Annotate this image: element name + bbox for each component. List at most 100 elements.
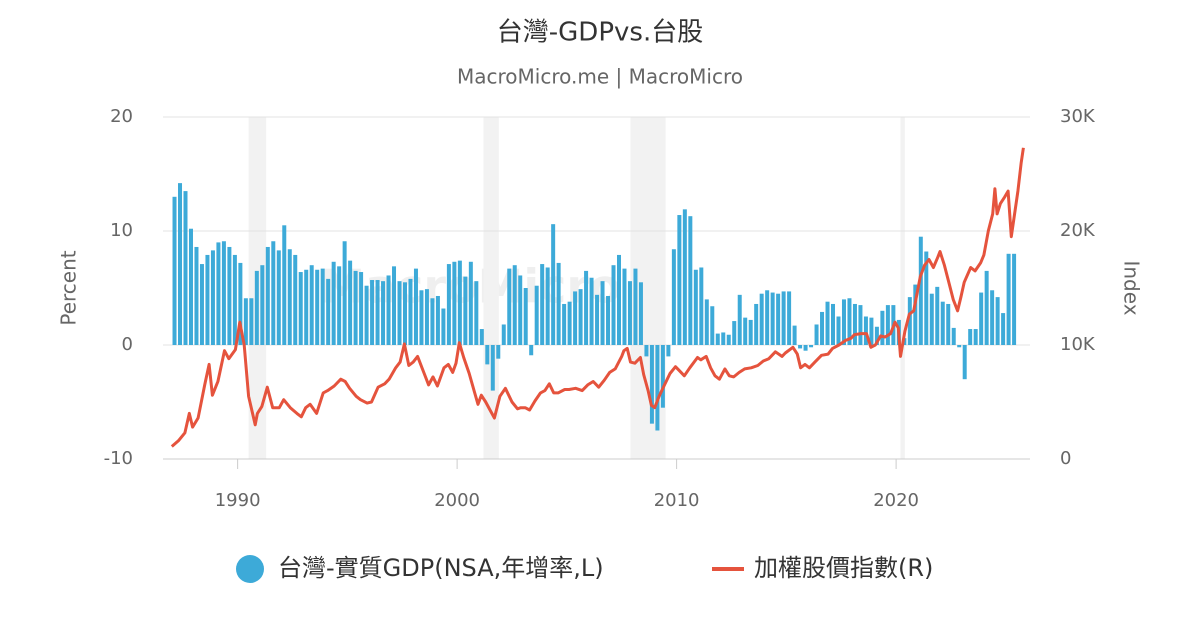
bar <box>232 254 237 345</box>
bar <box>611 265 616 345</box>
bar <box>743 317 748 345</box>
y2-tick-label: 30K <box>1060 106 1096 127</box>
chart-subtitle: MacroMicro.me | MacroMicro <box>457 65 743 89</box>
bar <box>178 183 183 345</box>
bar <box>474 281 479 345</box>
x-tick-label: 1990 <box>215 490 261 511</box>
bar <box>940 301 945 345</box>
bar <box>183 191 188 345</box>
bar <box>748 319 753 345</box>
bar <box>518 275 523 345</box>
bar <box>370 280 375 345</box>
bar <box>293 254 298 345</box>
shaded-band <box>483 117 499 459</box>
bar <box>210 250 215 345</box>
bar <box>386 275 391 345</box>
bar <box>287 249 292 345</box>
bar <box>704 299 709 345</box>
bar <box>644 345 649 357</box>
bar <box>578 289 583 345</box>
bar <box>205 254 210 345</box>
bar <box>732 321 737 345</box>
bar <box>490 345 495 391</box>
y-tick-label: 10 <box>110 220 133 241</box>
bar <box>589 277 594 345</box>
bar <box>501 324 506 345</box>
bar <box>441 308 446 345</box>
legend-label: 加權股價指數(R) <box>754 554 933 582</box>
bar <box>331 261 336 345</box>
bar <box>907 297 912 345</box>
chart-title: 台灣-GDPvs.台股 <box>497 18 703 48</box>
bar <box>809 345 814 348</box>
bar <box>265 246 270 345</box>
bar <box>556 262 561 345</box>
bar <box>529 345 534 356</box>
bar <box>573 291 578 345</box>
bar <box>381 281 386 345</box>
bar <box>512 265 517 345</box>
bar <box>968 329 973 345</box>
bar <box>485 345 490 365</box>
bar <box>633 268 638 345</box>
bar <box>666 345 671 357</box>
line <box>170 147 1025 448</box>
legend: 台灣-實質GDP(NSA,年增率,L) 加權股價指數(R) <box>236 554 933 583</box>
bar <box>649 345 654 424</box>
legend-label: 台灣-實質GDP(NSA,年增率,L) <box>278 554 604 582</box>
bar <box>880 310 885 345</box>
bar <box>721 332 726 345</box>
shaded-band <box>900 117 905 459</box>
bar <box>957 345 962 348</box>
bar <box>567 301 572 345</box>
bar <box>534 285 539 345</box>
bar <box>1012 253 1017 345</box>
bar <box>863 316 868 345</box>
bar <box>463 276 468 345</box>
bar <box>238 262 243 345</box>
bar <box>468 261 473 345</box>
bar <box>199 264 204 345</box>
y-tick-label: 20 <box>110 106 133 127</box>
bar <box>737 294 742 345</box>
bar <box>315 269 320 345</box>
bar <box>841 299 846 345</box>
y2-tick-label: 0 <box>1060 448 1071 469</box>
bar <box>770 292 775 345</box>
bar <box>874 326 879 345</box>
y-tick-label: 0 <box>122 334 133 355</box>
bar <box>446 264 451 345</box>
bar <box>946 303 951 345</box>
bar <box>562 303 567 345</box>
y2-axis-title: Index <box>1120 260 1144 315</box>
bar <box>227 246 232 345</box>
bar <box>551 224 556 345</box>
bar <box>348 260 353 345</box>
bar <box>249 298 254 345</box>
bar <box>375 280 380 345</box>
bar <box>671 249 676 345</box>
bar <box>606 295 611 345</box>
bar <box>216 242 221 345</box>
bar <box>457 260 462 345</box>
bar <box>699 267 704 345</box>
bar <box>962 345 967 380</box>
bar <box>798 345 803 349</box>
bar <box>836 316 841 345</box>
bar <box>781 291 786 345</box>
y2-tick-label: 20K <box>1060 220 1096 241</box>
bar <box>682 209 687 345</box>
bar <box>507 268 512 345</box>
bar <box>298 272 303 345</box>
bar <box>869 317 874 345</box>
bar <box>660 345 665 408</box>
bar <box>765 290 770 345</box>
bar <box>858 305 863 345</box>
bar <box>852 303 857 345</box>
bar <box>452 261 457 345</box>
bar <box>990 290 995 345</box>
bar <box>337 266 342 345</box>
bar <box>584 270 589 345</box>
bar <box>254 270 259 345</box>
bar <box>600 281 605 345</box>
